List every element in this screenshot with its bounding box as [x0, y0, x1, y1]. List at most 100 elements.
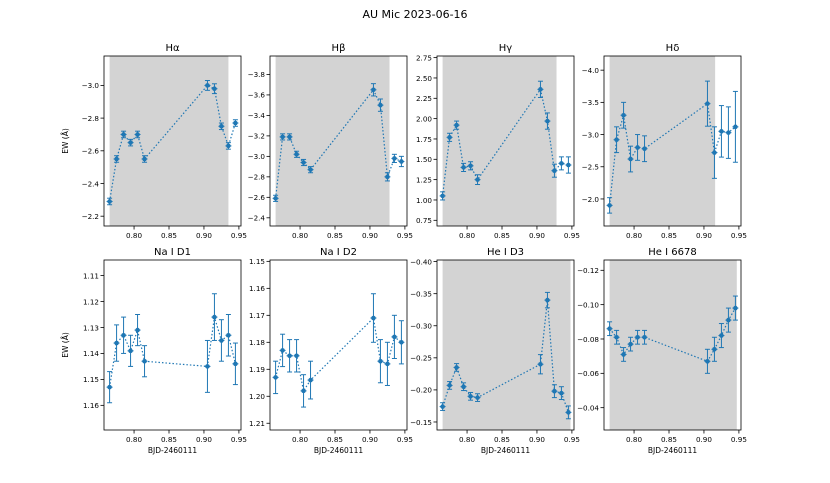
- data-point: [440, 193, 445, 199]
- data-point: [142, 156, 147, 162]
- data-point: [135, 132, 140, 137]
- x-axis-label: BJD-2460111: [648, 446, 697, 455]
- data-point: [371, 87, 376, 93]
- y-tick-label: −2.6: [248, 193, 266, 202]
- data-point: [712, 346, 717, 352]
- data-point: [719, 129, 724, 134]
- y-tick-label: 1.75: [416, 135, 432, 144]
- data-point: [719, 333, 724, 338]
- panel-title: Hβ: [332, 43, 346, 54]
- data-point: [107, 199, 112, 204]
- y-tick-label: 2.75: [416, 53, 432, 62]
- data-point: [607, 326, 612, 331]
- data-point: [205, 364, 210, 369]
- y-tick-label: −3.8: [248, 70, 266, 79]
- data-point: [468, 163, 473, 169]
- data-point: [538, 361, 543, 367]
- data-point: [135, 327, 140, 333]
- data-point: [128, 348, 133, 354]
- data-point: [205, 83, 210, 88]
- y-tick-label: −0.08: [577, 335, 599, 344]
- data-point: [233, 361, 238, 367]
- y-tick-label: −3.0: [248, 152, 266, 161]
- x-axis-label: BJD-2460111: [481, 446, 530, 455]
- shaded-region: [609, 56, 716, 226]
- data-point: [287, 134, 292, 140]
- data-point: [233, 120, 238, 126]
- data-point: [219, 123, 224, 129]
- data-point: [399, 340, 404, 345]
- y-tick-label: 1.19: [249, 365, 265, 374]
- panel-2: Hγ 0.75 1.00 1.25 1.50 1.75 2.00 2.25 2.50 2.75 0.…: [416, 43, 580, 240]
- y-tick-label: 1.16: [83, 401, 99, 410]
- panel-6: He I D3 −0.40 −0.35 −0.30 −0.25 −0.20 −0.15 0.8…: [410, 247, 580, 455]
- data-point: [121, 332, 126, 338]
- panel-title: Hδ: [666, 43, 680, 54]
- data-point: [461, 165, 466, 170]
- x-tick-label: 0.80: [626, 231, 642, 240]
- data-point: [142, 358, 147, 364]
- y-tick-label: −2.6: [82, 147, 100, 156]
- x-tick-label: 0.85: [661, 435, 677, 444]
- figure-suptitle: AU Mic 2023-06-16: [362, 8, 467, 21]
- data-point: [726, 317, 731, 323]
- data-point: [219, 338, 224, 343]
- y-tick-label: 1.17: [249, 311, 265, 320]
- x-tick-label: 0.90: [696, 435, 712, 444]
- data-point: [280, 134, 285, 140]
- data-point: [642, 146, 647, 152]
- y-tick-label: −2.4: [82, 179, 100, 188]
- y-tick-label: −0.15: [410, 418, 432, 427]
- x-tick-label: 0.90: [696, 231, 712, 240]
- y-tick-label: −0.12: [577, 266, 599, 275]
- x-tick-label: 0.95: [397, 231, 413, 240]
- data-point: [475, 395, 480, 400]
- data-point: [301, 388, 306, 394]
- panel-title: Na I D2: [320, 247, 357, 258]
- axes-frame: [603, 55, 742, 227]
- x-tick-label: 0.90: [362, 435, 378, 444]
- data-point: [399, 159, 404, 164]
- y-tick-label: −0.40: [410, 257, 432, 266]
- axes-frame: [603, 259, 742, 431]
- data-point: [705, 359, 710, 364]
- panel-1: Hβ −3.8 −3.6 −3.4 −3.2 −3.0 −2.8 −2.6 −2.4 0.80 0.…: [248, 43, 413, 240]
- shaded-region: [442, 260, 571, 430]
- y-axis-label: EW (Å): [61, 128, 70, 154]
- x-tick-label: 0.85: [327, 231, 343, 240]
- data-point: [294, 353, 299, 359]
- series-line: [609, 307, 736, 363]
- y-tick-label: −2.8: [248, 173, 266, 182]
- x-tick-label: 0.80: [292, 435, 308, 444]
- data-point: [614, 137, 619, 143]
- series-line: [108, 316, 236, 388]
- data-point: [114, 340, 119, 346]
- data-point: [475, 177, 480, 182]
- data-point: [454, 122, 459, 128]
- axes-frame: [436, 55, 575, 227]
- x-tick-label: 0.85: [327, 435, 343, 444]
- y-tick-label: 1.15: [249, 257, 265, 266]
- x-tick-label: 0.85: [661, 231, 677, 240]
- data-point: [621, 112, 626, 118]
- data-point: [378, 358, 383, 364]
- axes-frame: [103, 259, 242, 431]
- x-tick-label: 0.85: [494, 231, 510, 240]
- panel-5: Na I D2 1.15 1.16 1.17 1.18 1.19 1.20 1.21 0.80 0…: [249, 247, 413, 455]
- y-tick-label: 0.75: [416, 216, 432, 225]
- y-tick-label: −0.20: [410, 386, 432, 395]
- x-tick-label: 0.85: [161, 435, 177, 444]
- data-point: [128, 140, 133, 145]
- panel-title: He I D3: [487, 247, 524, 258]
- y-tick-label: −2.0: [582, 195, 600, 204]
- data-point: [308, 377, 313, 383]
- data-point: [642, 334, 647, 340]
- data-point: [212, 314, 217, 320]
- panel-7: He I 6678 −0.04 −0.06 −0.08 −0.10 −0.12 0.80 0.…: [577, 247, 747, 455]
- data-point: [705, 101, 710, 106]
- x-tick-label: 0.90: [529, 435, 545, 444]
- panel-3: Hδ −4.0 −3.5 −3.0 −2.5 −2.0 0.80 0.85 0.90 0.95: [582, 43, 747, 240]
- y-tick-label: −0.35: [410, 289, 432, 298]
- y-axis-label: EW (Å): [61, 332, 70, 358]
